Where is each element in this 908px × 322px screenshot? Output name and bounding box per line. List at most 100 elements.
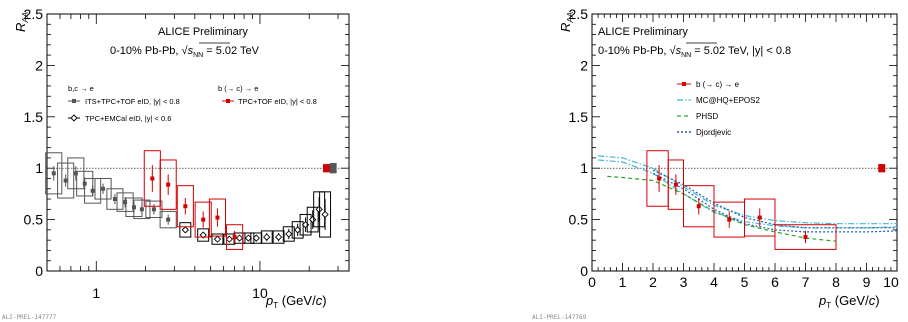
left-y-tick-label: 1 <box>35 160 43 176</box>
left-x-tick-label-1: 1 <box>92 285 100 301</box>
right-legend-phsd-label: PHSD <box>696 112 718 121</box>
left-point-emcal <box>285 230 293 238</box>
left-sys-box <box>211 233 224 245</box>
left-point-emcal <box>199 231 207 239</box>
right-point-b <box>657 176 662 181</box>
right-x-tick-label: 4 <box>710 274 718 290</box>
left-sys-box <box>116 192 134 212</box>
right-x-tick-label: 8 <box>832 274 840 290</box>
left-x-tick-label-10: 10 <box>252 285 268 301</box>
left-norm-box <box>329 163 337 174</box>
left-point-its <box>63 178 68 183</box>
left-y-tick-label: 2.5 <box>24 6 44 22</box>
left-sys-box <box>133 199 151 220</box>
left-sys-box <box>250 232 263 244</box>
right-x-tick-label: 5 <box>741 274 749 290</box>
right-y-tick-label: 0 <box>580 263 588 279</box>
left-sys-box <box>306 206 319 233</box>
right-point-b <box>673 182 678 187</box>
left-sys-box <box>260 230 273 244</box>
right-x-tick-label: 0 <box>588 274 596 290</box>
left-point-its <box>101 186 106 191</box>
right-panel: 0 0.5 1 1.5 2 2.5 0 1 2 3 4 5 6 7 8 9 10 ALICE Prelimin… <box>532 6 899 321</box>
right-data-marks <box>646 150 886 250</box>
left-point-its <box>112 197 117 202</box>
left-legend-header-b: b (→ c) → e <box>218 84 258 93</box>
right-y-tick-label: 2.5 <box>569 6 589 22</box>
right-x-tick-label: 2 <box>649 274 657 290</box>
left-sys-box <box>226 224 244 250</box>
left-point-emcal <box>225 235 233 243</box>
left-point-b <box>150 176 155 181</box>
left-sqrt-s: √s <box>182 45 194 57</box>
left-point-emcal <box>321 210 329 219</box>
left-legend-emcal-marker <box>68 114 80 122</box>
left-y-axis-title: RAA <box>13 12 30 32</box>
left-point-its <box>90 188 95 193</box>
left-data-marks <box>45 150 337 250</box>
right-legend-djo-label: Djordjevic <box>696 128 731 137</box>
left-sys-box <box>67 157 85 190</box>
right-model-djordjevic <box>652 172 898 233</box>
left-point-emcal <box>181 226 189 234</box>
left-point-its <box>73 171 78 176</box>
right-y-tick-label: 0.5 <box>569 212 589 228</box>
right-point-b <box>727 217 732 222</box>
left-sys-box <box>159 210 177 229</box>
left-sys-box <box>159 159 177 210</box>
left-point-emcal <box>213 235 222 243</box>
left-legend-btof-marker <box>222 99 234 103</box>
left-point-emcal <box>252 234 260 242</box>
left-y-tick-label: 1.5 <box>24 109 44 125</box>
left-sys-box <box>45 152 63 195</box>
right-point-b <box>757 215 762 220</box>
left-sys-box <box>57 162 75 199</box>
svg-text:RAA: RAA <box>558 12 575 32</box>
left-sys-box <box>208 198 227 237</box>
left-sys-box <box>319 191 332 238</box>
left-point-its <box>123 200 128 205</box>
left-x-ticks: 1 10 <box>46 14 339 301</box>
left-y-tick-label: 0 <box>35 263 43 279</box>
left-sys-box <box>176 185 194 228</box>
right-title-1: ALICE Preliminary <box>598 26 688 38</box>
left-sys-box <box>84 177 102 204</box>
right-y-tick-label: 1.5 <box>569 109 589 125</box>
right-sys-box <box>774 224 837 250</box>
left-legend-its-marker <box>68 99 80 103</box>
left-sys-box <box>272 230 285 244</box>
left-y-tick-label: 2 <box>35 57 43 73</box>
left-figure-id: ALI-PREL-147777 <box>2 314 57 321</box>
svg-text:RAA: RAA <box>13 12 30 32</box>
left-y-tick-label: 0.5 <box>24 212 44 228</box>
left-point-emcal <box>235 234 244 242</box>
right-x-tick-label: 1 <box>619 274 627 290</box>
right-y-axis-title: RAA <box>558 12 575 32</box>
right-model-djordjevic <box>652 169 897 229</box>
right-y-tick-label: 2 <box>580 57 588 73</box>
left-point-its <box>151 207 156 212</box>
left-sys-box <box>194 201 212 238</box>
left-legend-its-label: ITS+TPC+TOF eID, |y| < 0.8 <box>85 97 180 106</box>
left-sys-box <box>299 213 312 236</box>
left-panel: 0 0.5 1 1.5 2 2.5 1 10 ALICE Preliminary 0-10%… <box>2 6 350 321</box>
right-figure-id: ALI-PREL-147769 <box>532 314 587 321</box>
left-point-emcal <box>263 233 271 241</box>
left-point-emcal <box>274 233 283 241</box>
right-point-b <box>803 235 808 240</box>
right-model-phsd <box>607 175 837 242</box>
right-x-tick-label: 6 <box>771 274 779 290</box>
left-point-its <box>166 217 171 222</box>
left-point-b <box>166 182 171 187</box>
right-legend-b-label: b (→ c) → e <box>696 80 740 89</box>
right-x-tick-label: 9 <box>863 274 871 290</box>
left-point-its <box>139 207 144 212</box>
right-sqrt-s: √s <box>670 45 682 57</box>
right-sys-box <box>744 198 776 237</box>
left-title-2: 0-10% Pb-Pb, √sNN = 5.02 TeV <box>110 45 260 59</box>
left-sys-box <box>291 221 304 239</box>
left-sys-box <box>197 228 210 242</box>
right-model-mc-hq-epos2 <box>598 155 897 225</box>
right-x-axis-title: pT (GeV/c) <box>818 293 880 310</box>
